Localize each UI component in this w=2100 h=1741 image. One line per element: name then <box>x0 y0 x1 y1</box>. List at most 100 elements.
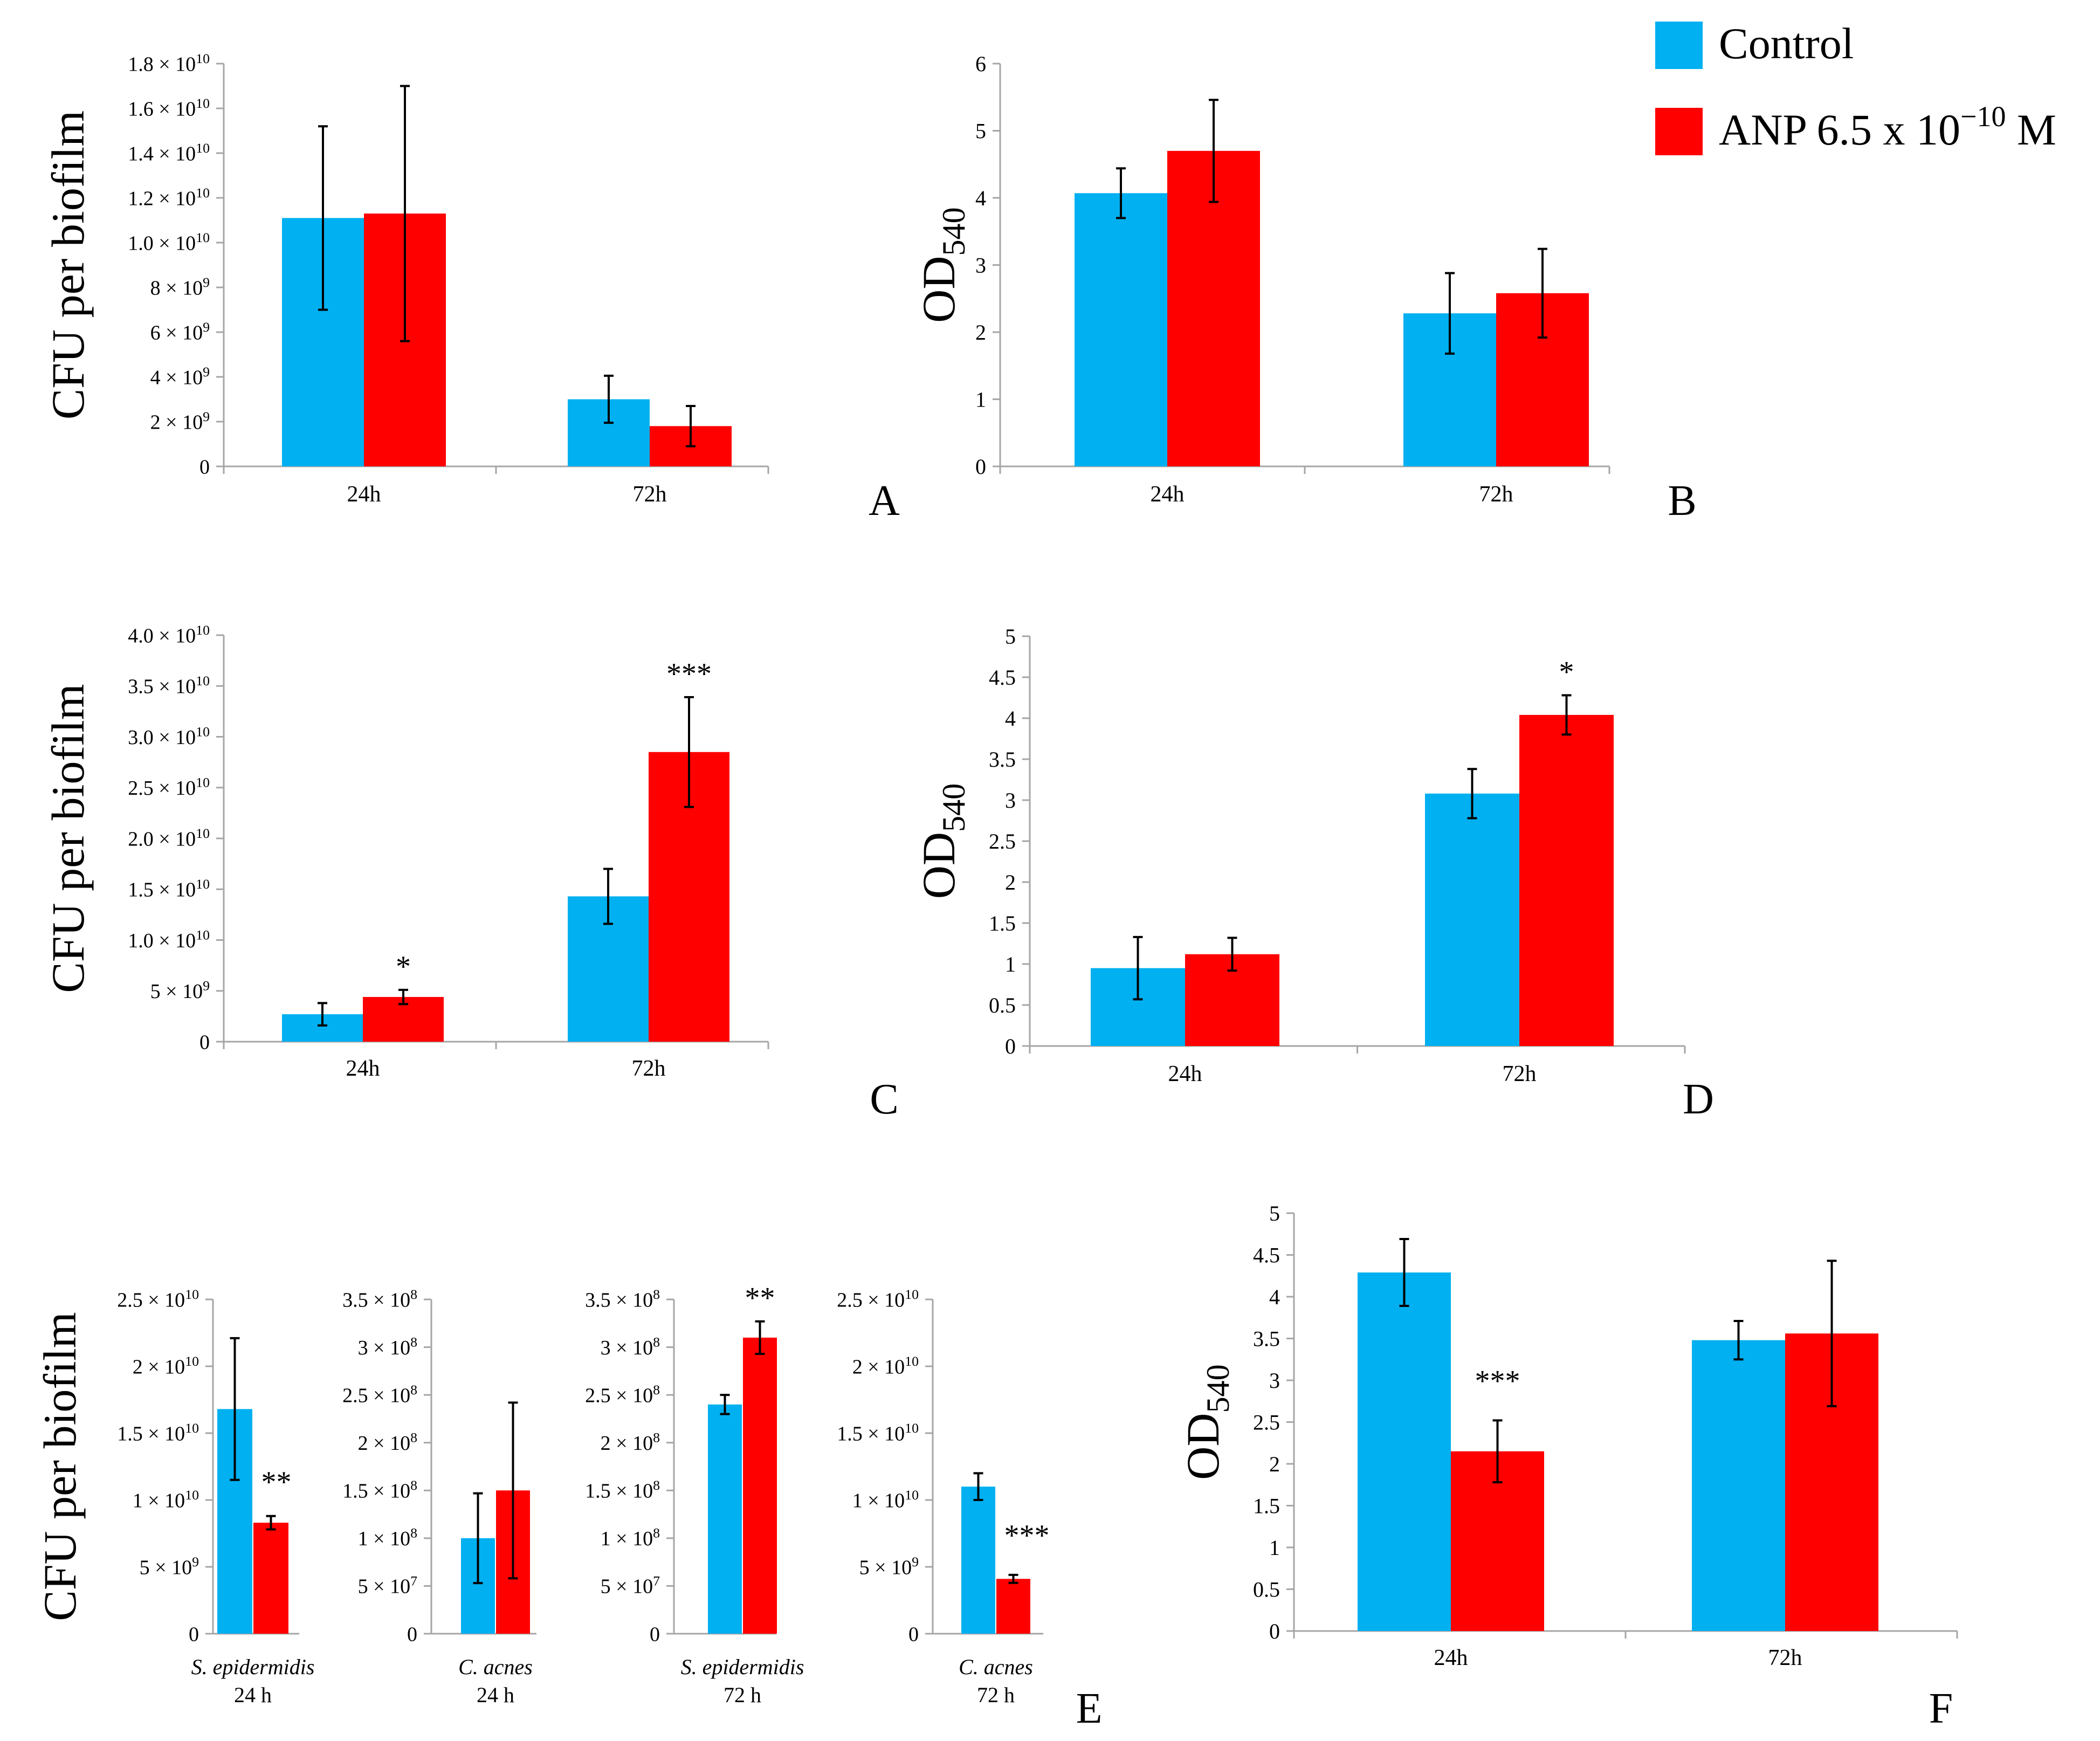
y-tick-label: 4.0 × 1010 <box>128 622 210 647</box>
chart-panel-d: 0 0.5 1 1.5 2 2.5 3 3.5 4 4.5 5 24h * 72h OD540 D <box>913 624 1714 1123</box>
x-category-label: C. acnes <box>458 1655 533 1679</box>
chart-panel-e2: 0 5 × 107 1 × 108 1.5 × 108 2 × 108 2.5 × 108… <box>342 1286 536 1707</box>
y-tick-label: 6 <box>975 52 986 76</box>
y-tick-label: 2 × 108 <box>358 1430 417 1455</box>
y-tick-label: 4 <box>975 186 986 210</box>
legend: Control ANP 6.5 x 10−10 M <box>1655 19 2056 155</box>
legend-swatch-control <box>1655 22 1703 69</box>
y-tick-label: 1 × 108 <box>358 1525 417 1550</box>
y-tick-label: 2.5 × 1010 <box>128 775 210 800</box>
y-tick-label: 1.0 × 1010 <box>128 927 210 952</box>
y-tick-label: 0 <box>199 456 210 478</box>
y-axis-title: OD540 <box>1177 1364 1236 1480</box>
y-tick-label: 5 × 109 <box>150 978 210 1003</box>
y-tick-label: 1.5 × 1010 <box>117 1420 199 1445</box>
y-tick-label: 5 × 107 <box>601 1573 660 1598</box>
chart-panel-b: 0 1 2 3 4 5 6 24h 72h OD540 B <box>913 52 1697 525</box>
y-tick-label: 0 <box>407 1623 417 1646</box>
y-tick-label: 2.5 × 1010 <box>117 1286 199 1311</box>
y-tick-label: 2 <box>975 320 986 345</box>
y-tick-label: 3 <box>1269 1368 1280 1393</box>
y-tick-label: 1.5 <box>989 911 1016 935</box>
y-tick-label: 2 × 1010 <box>133 1353 199 1378</box>
legend-label: Control <box>1719 19 1854 68</box>
y-tick-label: 0 <box>1005 1034 1016 1058</box>
chart-panel-c: 0 5 × 109 1.0 × 1010 1.5 × 1010 2.0 × 1010 2.… <box>42 622 899 1123</box>
significance-mark: ** <box>261 1465 292 1499</box>
y-axis-title: CFU per biofilm <box>34 1312 86 1621</box>
y-tick-label: 5 × 109 <box>859 1554 919 1579</box>
chart-panel-a: 0 2 × 109 4 × 109 6 × 109 8 × 109 1.0 × 1010 1… <box>42 51 900 525</box>
bar-anp <box>996 1579 1030 1634</box>
y-tick-label: 5 × 109 <box>140 1554 199 1579</box>
y-tick-label: 2.0 × 1010 <box>128 825 210 850</box>
bar-anp <box>1519 714 1614 1046</box>
y-tick-label: 4 × 109 <box>150 364 210 389</box>
y-tick-label: 1 × 108 <box>601 1525 660 1550</box>
panel-letter: F <box>1929 1685 1953 1732</box>
panel-letter: B <box>1668 477 1696 525</box>
y-tick-label: 2 × 109 <box>150 409 210 433</box>
y-tick-label: 0 <box>199 1031 210 1054</box>
y-tick-label: 3.5 <box>989 747 1016 772</box>
x-category-sublabel: 24 h <box>477 1683 514 1707</box>
y-tick-label: 0 <box>189 1623 199 1646</box>
y-tick-label: 0.5 <box>1253 1578 1280 1602</box>
x-category-label: 72h <box>1768 1646 1802 1670</box>
y-tick-label: 1.5 × 1010 <box>837 1420 919 1445</box>
legend-swatch-anp <box>1655 108 1703 155</box>
y-tick-label: 5 <box>1005 624 1016 649</box>
y-tick-label: 3.5 × 1010 <box>128 673 210 698</box>
y-tick-label: 2.5 <box>1253 1410 1280 1435</box>
y-tick-label: 3 × 108 <box>601 1334 660 1359</box>
significance-mark: ** <box>745 1282 775 1315</box>
bar-anp <box>253 1523 288 1634</box>
y-tick-label: 3 × 108 <box>358 1334 417 1359</box>
y-tick-label: 0 <box>1269 1619 1280 1643</box>
y-tick-label: 2.5 × 1010 <box>837 1286 919 1311</box>
bar-control <box>1425 793 1519 1046</box>
y-tick-label: 0 <box>975 455 986 479</box>
chart-panel-f: 0 0.5 1 1.5 2 2.5 3 3.5 4 4.5 5 *** 24h 72h OD540 F <box>1177 1201 1958 1732</box>
panel-letter: A <box>869 477 900 525</box>
y-tick-label: 1.5 × 1010 <box>128 876 210 901</box>
chart-panel-e1: 0 5 × 109 1 × 1010 1.5 × 1010 2 × 1010 2.5 × … <box>34 1286 314 1707</box>
x-category-label: 24h <box>1151 482 1185 507</box>
bar-control <box>708 1404 742 1634</box>
y-tick-label: 1 × 1010 <box>133 1487 199 1512</box>
y-tick-label: 1 × 1010 <box>852 1487 919 1512</box>
y-tick-label: 5 <box>975 119 986 143</box>
y-tick-label: 3.0 × 1010 <box>128 724 210 748</box>
y-tick-label: 2 <box>1269 1452 1280 1476</box>
bar-control <box>1358 1272 1451 1631</box>
y-tick-label: 1.4 × 1010 <box>128 140 210 165</box>
y-tick-label: 2.5 × 108 <box>585 1382 660 1407</box>
significance-mark: *** <box>666 657 712 691</box>
y-tick-label: 1 <box>1005 952 1016 976</box>
x-category-label: 72h <box>1479 482 1513 507</box>
x-category-label: C. acnes <box>959 1655 1033 1679</box>
y-tick-label: 3.5 × 108 <box>342 1286 417 1311</box>
y-axis-title: CFU per biofilm <box>42 111 94 419</box>
x-category-label: S. epidermidis <box>191 1655 315 1679</box>
x-category-label: 24h <box>347 482 381 507</box>
significance-mark: * <box>1559 655 1574 689</box>
x-category-label: 24h <box>1434 1646 1468 1670</box>
y-tick-label: 2 <box>1005 870 1016 894</box>
significance-mark: *** <box>1475 1364 1520 1398</box>
y-tick-label: 1.2 × 1010 <box>128 185 210 210</box>
x-category-sublabel: 24 h <box>234 1683 272 1707</box>
legend-label: ANP 6.5 x 10−10 M <box>1719 100 2056 154</box>
y-tick-label: 1.5 × 108 <box>585 1477 660 1502</box>
y-tick-label: 2 × 108 <box>601 1430 660 1455</box>
bar-anp <box>1167 150 1260 467</box>
y-tick-label: 3 <box>1005 788 1016 813</box>
x-category-label: S. epidermidis <box>681 1655 804 1679</box>
bar-anp <box>743 1337 777 1634</box>
y-tick-label: 1.8 × 1010 <box>128 51 210 75</box>
y-tick-label: 3 <box>975 253 986 278</box>
y-tick-label: 0 <box>650 1623 660 1646</box>
y-tick-label: 1 <box>1269 1536 1280 1560</box>
